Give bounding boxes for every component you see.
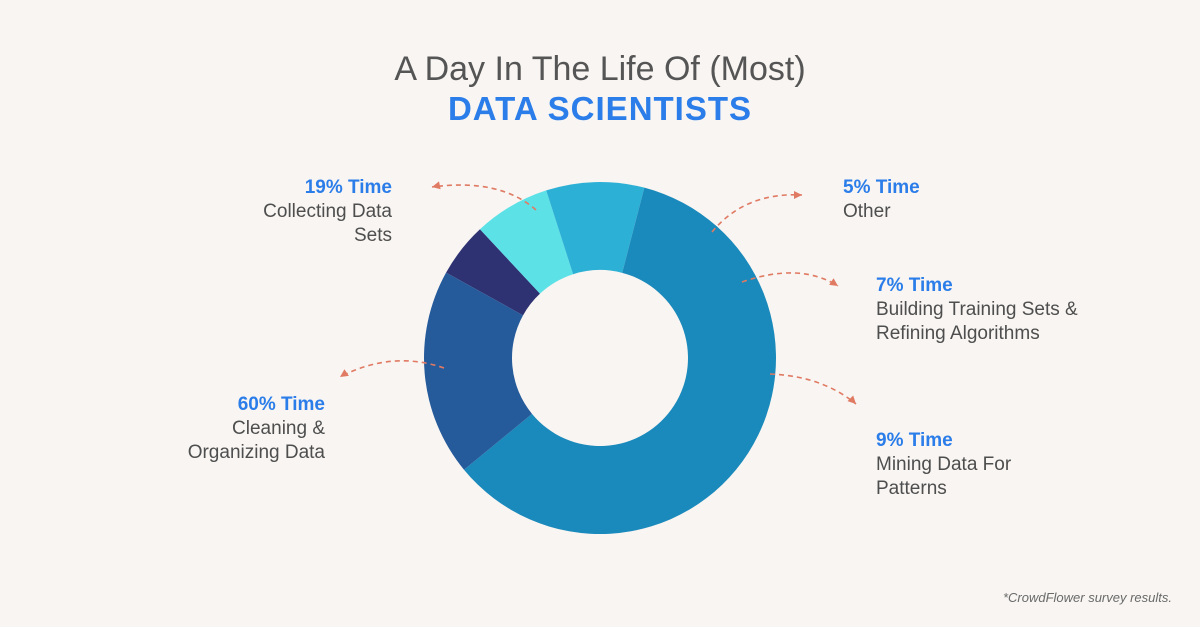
chart-title: A Day In The Life Of (Most) — [394, 50, 806, 88]
slice-collecting — [424, 272, 532, 470]
arrow-cleaning — [339, 360, 445, 378]
chart-subtitle: DATA SCIENTISTS — [447, 90, 753, 127]
footnote: *CrowdFlower survey results. — [1002, 590, 1172, 605]
arrow-collecting — [431, 181, 537, 211]
label-mining-desc: Mining Data For Patterns — [876, 454, 1012, 499]
label-building-training: 7% Time Building Training Sets & Refinin… — [876, 274, 1136, 346]
label-collecting-data: 19% Time Collecting Data Sets — [132, 176, 392, 248]
label-building-desc: Building Training Sets & Refining Algori… — [876, 299, 1078, 344]
label-other: 5% Time Other — [843, 176, 1103, 224]
label-collecting-percent: 19% Time — [304, 177, 392, 198]
label-mining-percent: 9% Time — [876, 430, 953, 451]
arrow-mining — [769, 373, 857, 405]
label-collecting-desc: Collecting Data Sets — [263, 201, 392, 246]
label-cleaning-desc: Cleaning & Organizing Data — [187, 418, 325, 463]
slice-cleaning — [463, 187, 776, 535]
slice-other — [446, 229, 540, 316]
arrow-building — [741, 272, 839, 287]
slice-mining — [546, 182, 645, 275]
label-cleaning-percent: 60% Time — [237, 394, 325, 415]
arrow-other — [711, 191, 803, 233]
label-mining-data: 9% Time Mining Data For Patterns — [876, 429, 1136, 501]
label-other-desc: Other — [843, 201, 891, 222]
slice-building — [479, 190, 574, 294]
label-other-percent: 5% Time — [843, 177, 920, 198]
label-building-percent: 7% Time — [876, 275, 953, 296]
label-cleaning-data: 60% Time Cleaning & Organizing Data — [65, 393, 325, 465]
